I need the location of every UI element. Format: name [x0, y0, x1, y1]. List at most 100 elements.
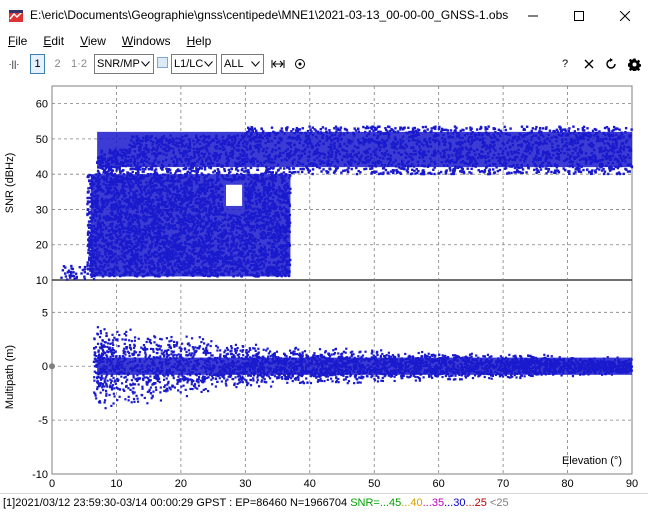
menu-view[interactable]: View [80, 34, 106, 48]
maximize-button[interactable] [556, 0, 602, 31]
data-point [245, 169, 248, 173]
menu-edit[interactable]: Edit [43, 34, 65, 48]
data-point [614, 128, 617, 131]
data-point [236, 169, 240, 172]
data-point [246, 171, 249, 174]
data-point [300, 170, 304, 174]
frequency-select[interactable]: L1/LC [171, 54, 217, 74]
data-point [498, 168, 502, 172]
data-point [484, 166, 488, 169]
data-point [295, 126, 299, 130]
data-point [535, 171, 538, 175]
plot-1-button[interactable]: 1 [30, 54, 45, 74]
menu-windows[interactable]: Windows [121, 34, 171, 48]
data-point [250, 125, 253, 129]
data-point [355, 166, 358, 170]
data-point [403, 167, 406, 171]
data-point [470, 127, 473, 130]
data-point [475, 128, 479, 131]
data-point [270, 171, 273, 174]
data-point [577, 170, 581, 173]
data-point [449, 129, 453, 132]
satellite-select[interactable]: ALL [221, 54, 264, 74]
data-point [369, 126, 372, 129]
data-point [531, 127, 535, 130]
data-point [548, 129, 552, 132]
data-point [539, 168, 543, 171]
data-point [391, 128, 394, 132]
data-point [103, 168, 107, 172]
data-point [461, 167, 464, 171]
data-point [478, 170, 482, 173]
data-point [484, 128, 487, 131]
data-point [209, 166, 213, 170]
data-point [568, 172, 571, 176]
menu-file[interactable]: File [8, 34, 28, 48]
data-point [355, 172, 359, 176]
plot-2-button[interactable]: 2 [54, 58, 61, 70]
mp-tick-label: -10 [32, 469, 48, 481]
data-point [285, 127, 289, 130]
data-point [373, 170, 376, 173]
data-point [117, 165, 120, 169]
data-point [521, 168, 525, 171]
plot-12-button[interactable]: 1·2 [71, 58, 87, 70]
x-tick-label: 10 [110, 478, 122, 488]
data-point [405, 169, 409, 172]
data-point [572, 125, 575, 128]
fit-horizontal-button[interactable] [270, 54, 286, 74]
data-point [513, 170, 516, 174]
data-point [145, 165, 148, 169]
close-button[interactable] [602, 0, 648, 31]
data-point [499, 129, 502, 133]
data-point [553, 171, 556, 174]
data-point [243, 170, 246, 173]
data-point [366, 126, 370, 130]
data-point [137, 168, 140, 171]
plot-area[interactable]: 0 10 20 30 40 50 60 70 80 90 10 20 30 40 50 60 -10 -5 0 5 SN… [0, 78, 648, 488]
snr-multipath-chart[interactable]: 0 10 20 30 40 50 60 70 80 90102030405060-10-505SN… [0, 78, 648, 488]
data-point [185, 172, 189, 176]
option-checkbox[interactable] [157, 57, 168, 68]
data-point [541, 127, 545, 130]
data-point [396, 130, 400, 133]
plot-type-select[interactable]: SNR/MP [94, 54, 154, 74]
collapse-button[interactable]: ·||· [8, 59, 20, 69]
data-point [414, 172, 417, 175]
data-point [290, 130, 293, 133]
data-point [568, 127, 571, 130]
data-point [392, 130, 395, 133]
reload-button[interactable] [604, 54, 618, 74]
menu-help[interactable]: Help [186, 34, 212, 48]
settings-button[interactable] [626, 54, 642, 74]
data-point [132, 167, 135, 170]
data-point [130, 167, 133, 170]
data-point [368, 130, 371, 133]
data-point [552, 129, 556, 133]
data-point [437, 127, 441, 131]
data-point [469, 126, 472, 129]
help-button[interactable]: ? [561, 58, 569, 70]
close-plot-button[interactable] [582, 54, 596, 74]
data-point [227, 171, 231, 175]
data-point [378, 125, 381, 128]
data-point [272, 130, 275, 134]
data-point [299, 167, 302, 171]
data-point [603, 126, 607, 130]
center-button[interactable] [292, 54, 308, 74]
data-point [176, 169, 179, 172]
minimize-button[interactable] [510, 0, 556, 31]
data-point [389, 129, 392, 133]
data-point [375, 170, 378, 173]
data-point [526, 166, 530, 169]
data-point [382, 167, 385, 170]
data-point [190, 166, 193, 170]
data-point [328, 129, 331, 132]
data-point [612, 167, 615, 171]
data-point [169, 171, 172, 175]
data-point [314, 129, 318, 132]
data-point [562, 128, 565, 131]
data-point [452, 172, 455, 176]
data-point [294, 170, 297, 174]
data-point [622, 172, 625, 176]
